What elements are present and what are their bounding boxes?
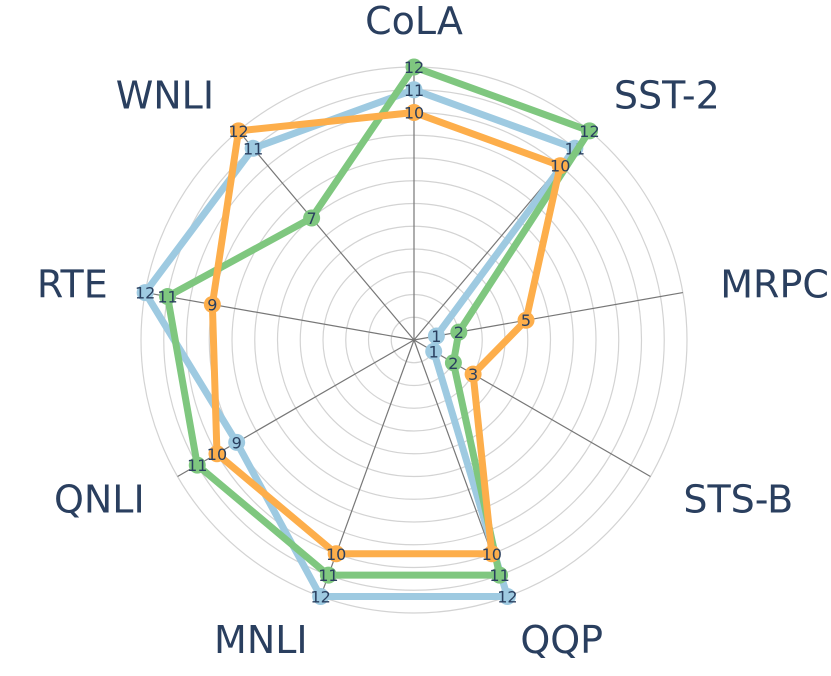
series-3-value-rte: 9 xyxy=(207,295,217,314)
spoke-wnli xyxy=(238,130,415,341)
series-3-point-cola xyxy=(405,104,423,121)
series-3-point-rte xyxy=(203,295,221,313)
category-labels: CoLA SST-2 MRPC STS-B QQP MNLI QNLI RTE WNLI xyxy=(37,0,829,662)
series-3-line xyxy=(208,108,565,558)
category-label-mrpc: MRPC xyxy=(720,263,829,307)
category-label-qnli: QNLI xyxy=(54,478,145,522)
series-3-value-sts-b: 3 xyxy=(468,365,478,384)
series-3-value-sst-2: 10 xyxy=(550,157,570,176)
series-3-point-qnli xyxy=(208,445,226,463)
series-2-point-mnli xyxy=(319,566,337,584)
series-3-point-mrpc xyxy=(517,311,535,329)
radar-spokes xyxy=(145,67,683,597)
series-2-value-qnli: 11 xyxy=(187,456,207,475)
series-2-value-rte: 11 xyxy=(157,288,177,307)
category-label-qqp: QQP xyxy=(520,618,603,662)
series-2-value-mrpc: 2 xyxy=(454,323,464,342)
series-3-point-sst-2 xyxy=(551,157,569,175)
series-2-value-wnli: 7 xyxy=(307,209,317,228)
series-1-value-wnli: 11 xyxy=(243,139,263,158)
series-3-value-mrpc: 5 xyxy=(521,311,531,330)
series-2-value-sst-2: 12 xyxy=(579,122,599,141)
series-1-point-cola xyxy=(405,81,423,99)
category-label-rte: RTE xyxy=(37,263,108,307)
series-3-value-wnli: 12 xyxy=(228,122,248,141)
series-2-point-wnli xyxy=(303,209,321,227)
series-1-line xyxy=(140,86,581,601)
series-1-point-qqp xyxy=(498,588,516,606)
series-3-point-mnli xyxy=(327,545,345,563)
series-1-value-qnli: 9 xyxy=(232,433,242,452)
series-1-point-qnli xyxy=(228,433,246,451)
series-1-point-mrpc xyxy=(427,327,445,345)
series-3-point-wnli xyxy=(230,122,248,140)
series-2-point-qnli xyxy=(188,456,206,474)
category-label-sst-2: SST-2 xyxy=(614,74,720,118)
series-2-point-cola xyxy=(405,58,423,76)
series-2-point-qqp xyxy=(491,566,509,584)
series-2-value-qqp: 11 xyxy=(489,566,509,585)
series-1-point-wnli xyxy=(244,139,262,157)
series-3-value-cola: 10 xyxy=(404,104,424,123)
series-2-line xyxy=(163,62,595,579)
series-1-value-qqp: 12 xyxy=(497,588,517,607)
series-1-point-rte xyxy=(136,284,154,302)
series-3-value-mnli: 10 xyxy=(326,545,346,564)
series-2-point-mrpc xyxy=(450,323,468,341)
series-3: 10 10 5 3 10 10 10 9 12 xyxy=(203,104,570,564)
series-1-value-sts-b: 1 xyxy=(429,342,439,361)
category-label-wnli: WNLI xyxy=(116,74,214,118)
series-1-value-mnli: 12 xyxy=(310,588,330,607)
series-2-value-cola: 12 xyxy=(404,58,424,77)
category-label-mnli: MNLI xyxy=(214,618,308,662)
category-label-cola: CoLA xyxy=(365,0,463,43)
series-2-value-sts-b: 2 xyxy=(448,354,458,373)
radar-series: 1111111212912111212221111111171010531010… xyxy=(135,58,600,607)
series-1-point-mnli xyxy=(312,588,330,606)
series-2-point-sts-b xyxy=(444,354,462,372)
series-2-point-sst-2 xyxy=(580,122,598,140)
series-1-value-rte: 12 xyxy=(135,284,155,303)
series-2-point-rte xyxy=(159,288,177,306)
series-3-value-qnli: 10 xyxy=(207,445,227,464)
series-1-point-sts-b xyxy=(425,342,443,360)
category-label-sts-b: STS-B xyxy=(683,478,793,522)
series-3-point-sts-b xyxy=(464,365,482,383)
series-1-value-mrpc: 1 xyxy=(431,327,441,346)
series-3-point-qqp xyxy=(483,545,501,563)
series-2-value-mnli: 11 xyxy=(318,566,338,585)
spoke-rte xyxy=(145,292,415,341)
series-1-value-cola: 11 xyxy=(404,81,424,100)
series-3-value-qqp: 10 xyxy=(482,545,502,564)
